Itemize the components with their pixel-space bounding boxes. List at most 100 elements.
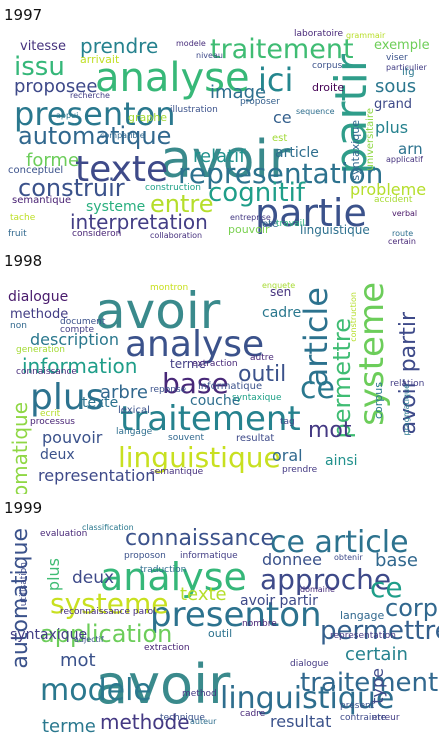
cloud-word: methode xyxy=(100,710,190,734)
cloud-word: syntaxique xyxy=(10,627,88,643)
cloud-word: traitement xyxy=(300,668,439,698)
cloud-word: sequence xyxy=(296,107,335,116)
cloud-word: technique xyxy=(160,713,205,723)
cloud-word: fruit xyxy=(8,229,27,239)
cloud-word: pouvoir xyxy=(228,223,270,236)
cloud-word: analyse xyxy=(125,324,265,365)
cloud-word: lfg xyxy=(402,67,415,78)
year-label-1998: 1998 xyxy=(4,252,43,270)
cloud-word: representation xyxy=(178,157,384,190)
cloud-word: present xyxy=(340,701,375,711)
cloud-word: extraction xyxy=(192,359,238,369)
word-cloud-1998: avoir analyse systeme article traitement ling… xyxy=(0,272,439,494)
cloud-word: classification xyxy=(82,523,134,532)
cloud-word: laboratoire xyxy=(294,29,344,39)
cloud-word: construction xyxy=(145,183,201,193)
year-label-1999: 1999 xyxy=(4,499,43,517)
cloud-word: ce xyxy=(370,571,403,604)
cloud-word: partie xyxy=(255,191,367,235)
cloud-word: relatif xyxy=(193,146,246,167)
cloud-word: ete xyxy=(262,219,279,230)
cloud-word: adjectif xyxy=(74,635,104,644)
cloud-word: ce xyxy=(300,371,335,406)
cloud-word: plus xyxy=(30,377,105,418)
cloud-word: systeme xyxy=(86,199,146,215)
cloud-word: conceptuel xyxy=(8,165,64,176)
cloud-word: information xyxy=(22,354,138,378)
cloud-word: reconnaissance parol xyxy=(60,607,156,617)
cloud-word: utilisation xyxy=(19,562,29,607)
cloud-word: autre xyxy=(250,353,274,363)
cloud-word: avoir partir xyxy=(240,593,318,609)
word-cloud-1999: avoir analyse ce article presenton modele lin… xyxy=(0,518,439,740)
cloud-word: representation xyxy=(38,466,156,485)
cloud-word: domaine xyxy=(300,585,335,594)
cloud-word: grammair xyxy=(346,31,386,40)
cloud-word: sen xyxy=(270,285,292,299)
cloud-word: corpus xyxy=(372,382,385,419)
cloud-word: syntaxique xyxy=(349,120,362,181)
cloud-word: avoir xyxy=(95,653,231,716)
cloud-word: exemple xyxy=(374,38,430,53)
cloud-word: souvent xyxy=(168,433,204,443)
cloud-word: obtenir xyxy=(334,553,363,562)
cloud-word: modele xyxy=(40,673,152,708)
cloud-word: droite xyxy=(312,81,345,94)
year-label-1997: 1997 xyxy=(4,6,43,24)
cloud-word: modele xyxy=(176,39,206,48)
cloud-word: deux xyxy=(72,568,115,588)
cloud-word: erreur xyxy=(372,713,400,723)
cloud-word: semantique xyxy=(150,467,204,477)
cloud-word: pragmatique xyxy=(402,384,411,436)
cloud-word: resultat xyxy=(236,433,275,444)
cloud-word: approche xyxy=(260,563,392,596)
cloud-word: dialogue xyxy=(8,289,69,305)
cloud-word: outil xyxy=(238,362,287,387)
cloud-word: application xyxy=(40,620,173,648)
cloud-word: automatique xyxy=(18,122,172,150)
cloud-word: proposon xyxy=(124,551,166,561)
cloud-word: proposee xyxy=(14,76,98,97)
cloud-word: method xyxy=(182,689,217,699)
cloud-word: vitesse xyxy=(20,39,66,54)
cloud-word: connaissance xyxy=(125,526,275,551)
cloud-word: recherche xyxy=(70,91,110,100)
cloud-word: forme xyxy=(26,150,80,171)
cloud-word: corpu xyxy=(385,594,439,622)
cloud-word: extraction xyxy=(144,643,190,653)
cloud-word: methode xyxy=(10,307,69,322)
cloud-word: reponse xyxy=(150,385,187,395)
cloud-word: verbal xyxy=(392,209,418,218)
cloud-word: linguistique xyxy=(300,223,370,237)
cloud-word: representation xyxy=(330,631,397,641)
cloud-word: entre xyxy=(150,190,214,218)
cloud-word: analyse xyxy=(100,555,247,599)
cloud-word: corpus xyxy=(312,61,343,71)
cloud-word: mot xyxy=(60,650,96,671)
cloud-word: automatique xyxy=(8,402,32,494)
cloud-word: description xyxy=(30,330,119,349)
cloud-word: image xyxy=(210,82,267,103)
cloud-word: montron xyxy=(150,283,189,293)
cloud-word: outil xyxy=(208,627,233,640)
cloud-word: auteur xyxy=(190,717,217,726)
cloud-word: certain xyxy=(345,644,408,665)
cloud-word: terme xyxy=(170,357,206,371)
cloud-word: systeme xyxy=(50,587,169,620)
cloud-word: deux xyxy=(40,447,75,463)
cloud-word: linguistique xyxy=(220,681,395,716)
cloud-word: traitement xyxy=(210,34,354,65)
cloud-word: probleme xyxy=(350,180,427,199)
cloud-word: ainsi xyxy=(325,453,358,469)
cloud-word: arn xyxy=(398,140,423,158)
cloud-word: route xyxy=(392,229,414,238)
cloud-word: pouvoir xyxy=(42,428,103,447)
cloud-word: processus xyxy=(30,417,75,427)
cloud-word: avoir xyxy=(160,130,291,190)
cloud-word: appui xyxy=(56,111,79,120)
cloud-word: proposer xyxy=(240,97,280,107)
cloud-word: mot xyxy=(308,418,352,443)
cloud-word: certain xyxy=(388,237,416,246)
cloud-word: dialogue xyxy=(290,659,329,669)
cloud-word: graphe xyxy=(128,111,167,124)
